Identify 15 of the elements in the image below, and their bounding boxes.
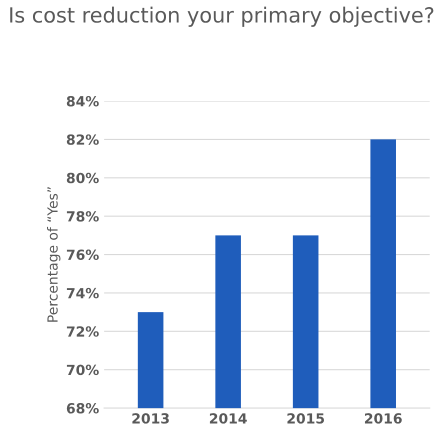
x-tick-label: 2016 bbox=[364, 413, 402, 424]
y-axis-title: Percentage of “Yes” bbox=[47, 187, 60, 322]
x-tick-label: 2013 bbox=[132, 413, 169, 424]
y-tick-label: 72% bbox=[66, 326, 99, 337]
y-tick-label: 84% bbox=[66, 96, 99, 106]
y-tick-label: 68% bbox=[66, 403, 99, 414]
x-tick-label: 2015 bbox=[287, 413, 324, 424]
y-tick-label: 78% bbox=[66, 211, 99, 222]
y-tick-label: 76% bbox=[66, 250, 99, 260]
y-tick-label: 74% bbox=[66, 288, 99, 298]
chart-title: Is cost reduction your primary objective? bbox=[10, 6, 434, 27]
y-tick-label: 80% bbox=[66, 172, 99, 184]
x-tick-label: 2014 bbox=[210, 413, 247, 424]
y-tick-label: 82% bbox=[66, 134, 99, 145]
y-tick-label: 70% bbox=[66, 364, 99, 376]
